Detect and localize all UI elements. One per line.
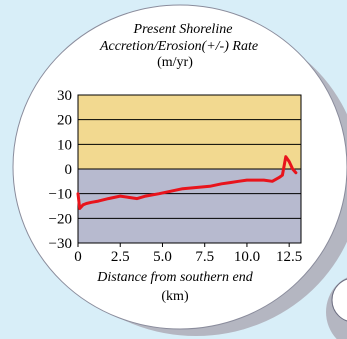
series-line <box>76 155 298 210</box>
series-layer <box>76 155 298 210</box>
grid-lines <box>78 119 301 219</box>
y-tick-label: 30 <box>57 88 72 104</box>
x-tick-label: 10.0 <box>234 249 260 265</box>
plot-frame <box>77 94 302 244</box>
chart-title-line1: Present Shoreline <box>133 22 233 37</box>
y-tick-label: −10 <box>49 187 72 203</box>
plot-area <box>77 94 302 244</box>
accretion-band <box>78 95 301 169</box>
y-tick-label: 0 <box>65 162 73 178</box>
x-tick-label: 2.5 <box>111 249 130 265</box>
x-tick-label: 7.5 <box>195 249 214 265</box>
secondary-disc <box>331 278 347 322</box>
y-tick-label: −20 <box>49 211 72 227</box>
x-tick-label: 12.5 <box>276 249 302 265</box>
x-tick-label: 0 <box>74 249 82 265</box>
y-tick-label: −30 <box>49 236 72 252</box>
x-axis-ticks: 0 2.5 5.0 7.5 10.0 12.5 <box>74 243 302 265</box>
y-axis-ticks: 30 20 10 0 −10 −20 −30 <box>49 88 72 252</box>
x-axis-label: Distance from southern end <box>96 270 253 285</box>
x-axis-units: (km) <box>161 289 189 304</box>
y-tick-label: 20 <box>57 113 72 129</box>
chart-units: (m/yr) <box>157 55 193 70</box>
y-tick-label: 10 <box>57 137 72 153</box>
chart-title-line2: Accretion/Erosion(+/-) Rate <box>99 39 258 54</box>
x-tick-label: 5.0 <box>153 249 172 265</box>
